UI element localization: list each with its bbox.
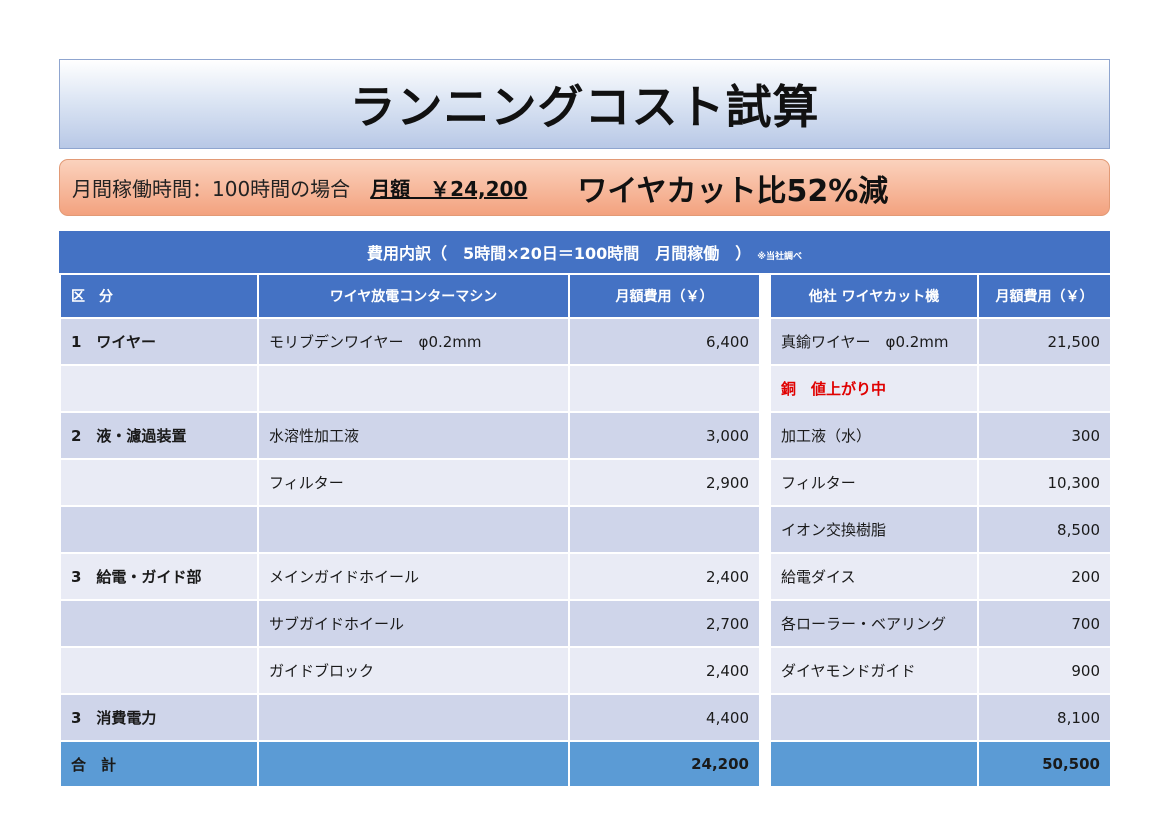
row-cost: 2,900 — [568, 458, 761, 507]
row-other-item: 給電ダイス — [769, 552, 979, 601]
total-cost: 24,200 — [568, 740, 761, 788]
row-cost: 4,400 — [568, 693, 761, 742]
row-category — [59, 364, 259, 413]
table-row: 3 消費電力 4,400 8,100 — [59, 693, 1112, 742]
row-category — [59, 505, 259, 554]
row-other-item: ダイヤモンドガイド — [769, 646, 979, 695]
column-gap — [760, 365, 770, 412]
row-item: メインガイドホイール — [257, 552, 570, 601]
table-row: 3 給電・ガイド部 メインガイドホイール 2,400 給電ダイス 200 — [59, 552, 1112, 601]
table-title: 費用内訳（ 5時間×20日＝100時間 月間稼働 ） — [367, 244, 752, 263]
row-category — [59, 646, 259, 695]
row-other-cost: 21,500 — [977, 317, 1112, 366]
row-other-cost — [977, 364, 1112, 413]
row-category: 3 消費電力 — [59, 693, 259, 742]
row-category — [59, 458, 259, 507]
table-row: 銅 値上がり中 — [59, 364, 1112, 413]
row-item — [257, 505, 570, 554]
table-row: ガイドブロック 2,400 ダイヤモンドガイド 900 — [59, 646, 1112, 695]
column-gap — [760, 553, 770, 600]
row-item: フィルター — [257, 458, 570, 507]
column-gap — [760, 741, 770, 787]
cost-table: 区 分 ワイヤ放電コンターマシン 月額費用（￥） 他社 ワイヤカット機 月額費用… — [59, 273, 1112, 788]
row-cost: 2,700 — [568, 599, 761, 648]
summary-banner: 月間稼働時間：100時間の場合 月額 ￥24,200 ワイヤカット比52%減 — [59, 159, 1110, 216]
table-note: ※当社調べ — [757, 251, 802, 262]
row-cost: 6,400 — [568, 317, 761, 366]
row-category — [59, 599, 259, 648]
row-cost: 2,400 — [568, 646, 761, 695]
page-title: ランニングコスト試算 — [349, 80, 820, 134]
row-other-item — [769, 693, 979, 742]
table-row: 1 ワイヤー モリブデンワイヤー φ0.2mm 6,400 真鍮ワイヤー φ0.… — [59, 317, 1112, 366]
row-cost — [568, 505, 761, 554]
row-cost: 3,000 — [568, 411, 761, 460]
total-empty — [257, 740, 570, 788]
column-gap — [760, 506, 770, 553]
column-gap — [760, 412, 770, 459]
row-category: 1 ワイヤー — [59, 317, 259, 366]
row-item — [257, 693, 570, 742]
row-cost: 2,400 — [568, 552, 761, 601]
row-item: サブガイドホイール — [257, 599, 570, 648]
total-label: 合 計 — [59, 740, 259, 788]
column-gap — [760, 318, 770, 365]
header-other-machine: 他社 ワイヤカット機 — [769, 273, 979, 319]
row-other-item: 各ローラー・ベアリング — [769, 599, 979, 648]
row-item: 水溶性加工液 — [257, 411, 570, 460]
row-other-cost: 900 — [977, 646, 1112, 695]
column-gap — [760, 459, 770, 506]
column-gap — [760, 694, 770, 741]
header-cost: 月額費用（￥） — [568, 273, 761, 319]
header-category: 区 分 — [59, 273, 259, 319]
row-item: モリブデンワイヤー φ0.2mm — [257, 317, 570, 366]
total-other-empty — [769, 740, 979, 788]
row-other-item: 加工液（水） — [769, 411, 979, 460]
row-item: ガイドブロック — [257, 646, 570, 695]
row-other-cost: 700 — [977, 599, 1112, 648]
row-other-cost: 10,300 — [977, 458, 1112, 507]
row-other-cost: 300 — [977, 411, 1112, 460]
title-banner: ランニングコスト試算 — [59, 59, 1110, 149]
row-item — [257, 364, 570, 413]
summary-reduction: ワイヤカット比52%減 — [577, 173, 889, 209]
cost-table-section: 費用内訳（ 5時間×20日＝100時間 月間稼働 ） ※当社調べ 区 分 ワイヤ… — [59, 231, 1112, 788]
summary-condition: 月間稼働時間：100時間の場合 — [72, 177, 351, 201]
header-machine: ワイヤ放電コンターマシン — [257, 273, 570, 319]
row-cost — [568, 364, 761, 413]
row-other-item: 真鍮ワイヤー φ0.2mm — [769, 317, 979, 366]
row-other-item-alert: 銅 値上がり中 — [769, 364, 979, 413]
table-row: フィルター 2,900 フィルター 10,300 — [59, 458, 1112, 507]
table-row: サブガイドホイール 2,700 各ローラー・ベアリング 700 — [59, 599, 1112, 648]
row-other-item: イオン交換樹脂 — [769, 505, 979, 554]
row-other-cost: 200 — [977, 552, 1112, 601]
row-other-item: フィルター — [769, 458, 979, 507]
total-other-cost: 50,500 — [977, 740, 1112, 788]
table-header-row: 区 分 ワイヤ放電コンターマシン 月額費用（￥） 他社 ワイヤカット機 月額費用… — [59, 273, 1112, 319]
total-row: 合 計 24,200 50,500 — [59, 740, 1112, 788]
table-row: 2 液・濾過装置 水溶性加工液 3,000 加工液（水） 300 — [59, 411, 1112, 460]
column-gap — [760, 600, 770, 647]
row-other-cost: 8,500 — [977, 505, 1112, 554]
column-gap — [760, 647, 770, 694]
row-other-cost: 8,100 — [977, 693, 1112, 742]
column-gap — [760, 274, 770, 318]
table-row: イオン交換樹脂 8,500 — [59, 505, 1112, 554]
header-other-cost: 月額費用（￥） — [977, 273, 1112, 319]
row-category: 2 液・濾過装置 — [59, 411, 259, 460]
row-category: 3 給電・ガイド部 — [59, 552, 259, 601]
table-title-bar: 費用内訳（ 5時間×20日＝100時間 月間稼働 ） ※当社調べ — [59, 231, 1110, 273]
summary-amount: 月額 ￥24,200 — [370, 177, 528, 201]
